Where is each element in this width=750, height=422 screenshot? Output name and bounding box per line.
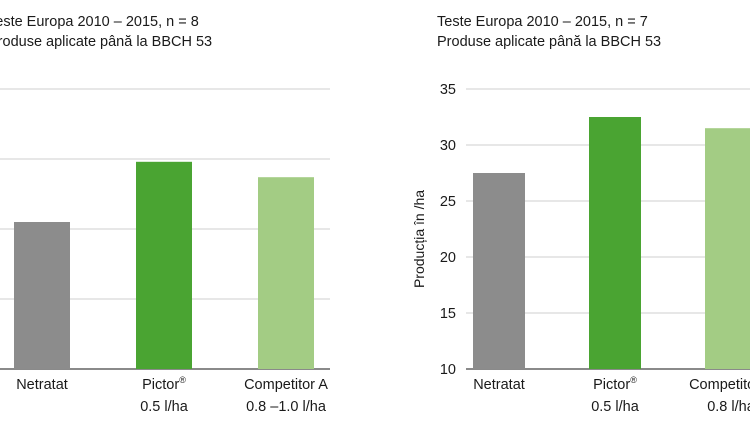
chart-2-title-line-1: Teste Europa 2010 – 2015, n = 7 [437, 14, 648, 30]
chart-2-category-label-2: Pictor® [593, 375, 637, 393]
chart-2-ytick-label: 35 [440, 82, 456, 98]
chart-2-category-label-3: Competitor A [689, 377, 750, 393]
chart-1-category-label-3: Competitor A [244, 377, 328, 393]
chart-1-title-line-1: Teste Europa 2010 – 2015, n = 8 [0, 14, 199, 30]
chart-1-category-label-1: Netratat [16, 377, 68, 393]
chart-2-category-sublabel-2: 0.5 l/ha [591, 399, 639, 415]
chart-2-bar-2 [589, 117, 641, 369]
chart-1-category-label-2: Pictor® [142, 375, 186, 393]
chart-2-ytick-label: 15 [440, 306, 456, 322]
chart-2-category-label-1: Netratat [473, 377, 525, 393]
chart-2-ytick-label: 30 [440, 138, 456, 154]
chart-2-category-sublabel-3: 0.8 l/ha [707, 399, 750, 415]
chart-2-bar-1 [473, 173, 525, 369]
chart-2-bar-3 [705, 128, 750, 369]
chart-2-y-axis-title: Producția în /ha [411, 190, 427, 288]
chart-1-category-sublabel-3: 0.8 –1.0 l/ha [246, 399, 327, 415]
chart-1-bar-1 [14, 222, 70, 369]
chart-1-category-sublabel-2: 0.5 l/ha [140, 399, 188, 415]
chart-2-title: Teste Europa 2010 – 2015, n = 7 Produse … [437, 12, 661, 52]
chart-2-ytick-label: 10 [440, 362, 456, 378]
chart-1-bar-2 [136, 161, 192, 369]
chart-1-title: Teste Europa 2010 – 2015, n = 8 Produse … [0, 12, 212, 52]
chart-2-title-line-2: Produse aplicate până la BBCH 53 [437, 34, 662, 50]
chart-2-ytick-label: 20 [440, 250, 456, 266]
chart-1-bar-3 [258, 177, 314, 369]
chart-2-ytick-label: 25 [440, 194, 456, 210]
chart-1-title-line-2: Produse aplicate până la BBCH 53 [0, 34, 213, 50]
